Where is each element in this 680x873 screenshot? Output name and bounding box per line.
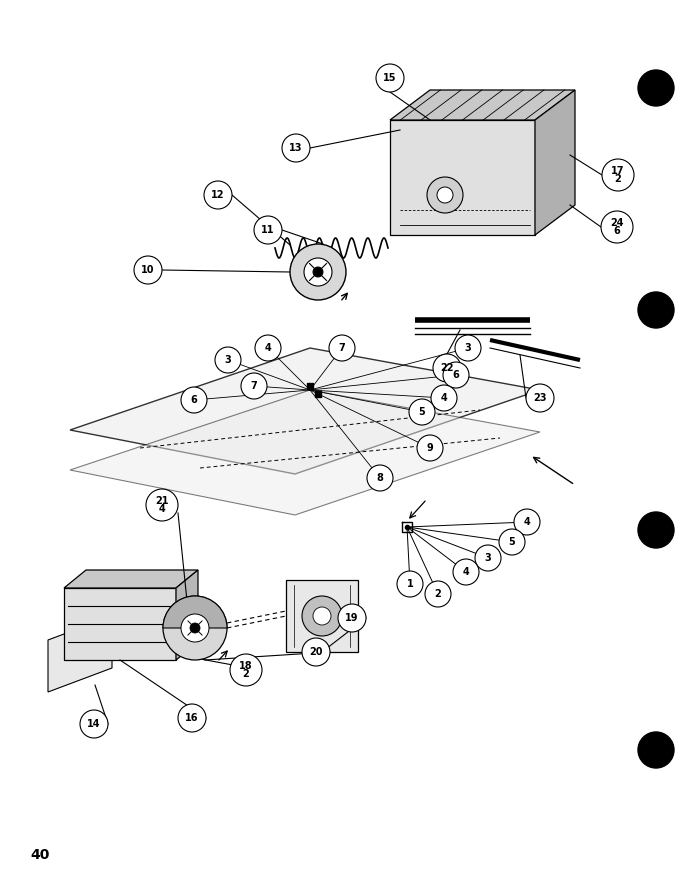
Text: 3: 3	[224, 355, 231, 365]
Text: 7: 7	[339, 343, 345, 353]
Text: 7: 7	[251, 381, 257, 391]
Circle shape	[146, 489, 178, 521]
Text: 40: 40	[30, 848, 50, 862]
Circle shape	[304, 258, 332, 286]
Text: 5: 5	[419, 407, 426, 417]
Text: 6: 6	[190, 395, 197, 405]
Text: 12: 12	[211, 190, 225, 200]
Circle shape	[376, 64, 404, 92]
Text: 11: 11	[261, 225, 275, 235]
Text: 15: 15	[384, 73, 396, 83]
Circle shape	[163, 596, 227, 660]
Polygon shape	[70, 348, 540, 474]
Text: 8: 8	[377, 473, 384, 483]
Circle shape	[241, 373, 267, 399]
Text: 19: 19	[345, 613, 359, 623]
Text: 14: 14	[87, 719, 101, 729]
Text: 9: 9	[426, 443, 433, 453]
Circle shape	[290, 244, 346, 300]
Text: 4: 4	[462, 567, 469, 577]
Circle shape	[638, 292, 674, 328]
Circle shape	[190, 623, 200, 633]
Polygon shape	[70, 390, 540, 515]
Circle shape	[437, 187, 453, 203]
Text: 4: 4	[524, 517, 530, 527]
Circle shape	[417, 435, 443, 461]
Circle shape	[514, 509, 540, 535]
Circle shape	[367, 465, 393, 491]
Circle shape	[230, 654, 262, 686]
Text: 23: 23	[533, 393, 547, 403]
Text: 21
4: 21 4	[155, 496, 169, 514]
Wedge shape	[163, 596, 227, 628]
Text: 3: 3	[464, 343, 471, 353]
Circle shape	[602, 159, 634, 191]
Circle shape	[397, 571, 423, 597]
Text: 20: 20	[309, 647, 323, 657]
Polygon shape	[390, 90, 575, 120]
Text: 24
6: 24 6	[610, 217, 624, 237]
Circle shape	[475, 545, 501, 571]
Circle shape	[453, 559, 479, 585]
Text: 4: 4	[265, 343, 271, 353]
Circle shape	[601, 211, 633, 243]
Circle shape	[427, 177, 463, 213]
Circle shape	[254, 216, 282, 244]
Circle shape	[178, 704, 206, 732]
Circle shape	[204, 181, 232, 209]
Circle shape	[425, 581, 451, 607]
Circle shape	[526, 384, 554, 412]
Text: 3: 3	[485, 553, 492, 563]
Circle shape	[181, 387, 207, 413]
Circle shape	[455, 335, 481, 361]
Text: 5: 5	[509, 537, 515, 547]
Polygon shape	[48, 616, 112, 692]
Circle shape	[313, 607, 331, 625]
Circle shape	[329, 335, 355, 361]
Text: 4: 4	[441, 393, 447, 403]
Polygon shape	[64, 588, 176, 660]
Text: 16: 16	[185, 713, 199, 723]
Text: 17
2: 17 2	[611, 166, 625, 184]
Polygon shape	[535, 90, 575, 235]
Circle shape	[443, 362, 469, 388]
Polygon shape	[64, 570, 198, 588]
Circle shape	[255, 335, 281, 361]
Circle shape	[409, 399, 435, 425]
Circle shape	[302, 638, 330, 666]
Circle shape	[638, 70, 674, 106]
Polygon shape	[390, 120, 535, 235]
Polygon shape	[176, 570, 198, 660]
Circle shape	[181, 614, 209, 642]
Circle shape	[282, 134, 310, 162]
Polygon shape	[286, 580, 358, 652]
Circle shape	[215, 347, 241, 373]
Text: 6: 6	[453, 370, 460, 380]
Text: 2: 2	[435, 589, 441, 599]
Circle shape	[433, 354, 461, 382]
Circle shape	[638, 732, 674, 768]
Circle shape	[338, 604, 366, 632]
Text: 22: 22	[440, 363, 454, 373]
Text: 10: 10	[141, 265, 155, 275]
Circle shape	[80, 710, 108, 738]
Circle shape	[431, 385, 457, 411]
Circle shape	[313, 267, 323, 277]
Text: 1: 1	[407, 579, 413, 589]
Text: 18
2: 18 2	[239, 661, 253, 679]
Circle shape	[302, 596, 342, 636]
Circle shape	[134, 256, 162, 284]
Circle shape	[638, 512, 674, 548]
Text: 13: 13	[289, 143, 303, 153]
Circle shape	[499, 529, 525, 555]
